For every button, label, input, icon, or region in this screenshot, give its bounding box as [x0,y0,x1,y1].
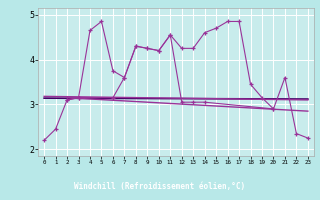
Text: Windchill (Refroidissement éolien,°C): Windchill (Refroidissement éolien,°C) [75,182,245,192]
